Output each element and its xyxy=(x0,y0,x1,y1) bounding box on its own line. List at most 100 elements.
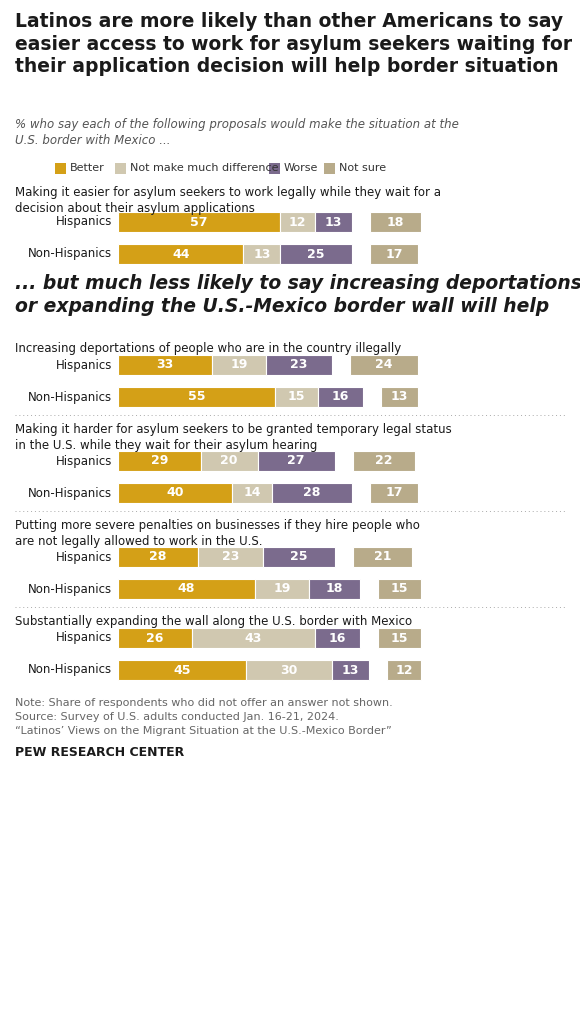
Bar xyxy=(118,628,192,648)
Text: 45: 45 xyxy=(173,664,191,677)
Text: 12: 12 xyxy=(289,215,306,228)
Text: Non-Hispanics: Non-Hispanics xyxy=(28,486,112,500)
Text: 19: 19 xyxy=(230,358,248,372)
Text: 43: 43 xyxy=(245,632,262,644)
Text: Making it easier for asylum seekers to work legally while they wait for a
decisi: Making it easier for asylum seekers to w… xyxy=(15,186,441,215)
Bar xyxy=(118,355,212,375)
Text: 15: 15 xyxy=(391,632,408,644)
Text: 13: 13 xyxy=(253,248,271,260)
Text: 30: 30 xyxy=(280,664,298,677)
Bar xyxy=(315,212,351,232)
Bar xyxy=(201,451,258,471)
Bar xyxy=(269,163,280,173)
Text: 27: 27 xyxy=(287,455,305,468)
Bar xyxy=(281,212,315,232)
Bar xyxy=(332,660,369,680)
Text: 18: 18 xyxy=(387,215,404,228)
Text: 25: 25 xyxy=(290,551,308,563)
Bar xyxy=(118,212,281,232)
Text: 33: 33 xyxy=(157,358,173,372)
Bar xyxy=(244,244,281,264)
Text: Note: Share of respondents who did not offer an answer not shown.: Note: Share of respondents who did not o… xyxy=(15,698,393,708)
Text: Non-Hispanics: Non-Hispanics xyxy=(28,248,112,260)
Text: 23: 23 xyxy=(290,358,307,372)
Text: 16: 16 xyxy=(329,632,346,644)
Text: Not sure: Not sure xyxy=(339,163,386,173)
Text: % who say each of the following proposals would make the situation at the
U.S. b: % who say each of the following proposal… xyxy=(15,118,459,147)
Bar xyxy=(118,547,198,567)
Text: Putting more severe penalties on businesses if they hire people who
are not lega: Putting more severe penalties on busines… xyxy=(15,519,420,548)
Text: 20: 20 xyxy=(220,455,238,468)
Bar xyxy=(118,660,246,680)
Text: ... but much less likely to say increasing deportations
or expanding the U.S.-Me: ... but much less likely to say increasi… xyxy=(15,274,580,315)
Text: 13: 13 xyxy=(324,215,342,228)
Text: Hispanics: Hispanics xyxy=(56,215,112,228)
Bar xyxy=(118,483,232,503)
Text: Non-Hispanics: Non-Hispanics xyxy=(28,664,112,677)
Bar xyxy=(369,244,418,264)
Text: Making it harder for asylum seekers to be granted temporary legal status
in the : Making it harder for asylum seekers to b… xyxy=(15,423,452,452)
Text: Better: Better xyxy=(70,163,105,173)
Text: 55: 55 xyxy=(187,390,205,403)
Text: 13: 13 xyxy=(391,390,408,403)
Text: 12: 12 xyxy=(395,664,412,677)
Text: Increasing deportations of people who are in the country illegally: Increasing deportations of people who ar… xyxy=(15,342,401,355)
Text: Worse: Worse xyxy=(284,163,318,173)
Bar xyxy=(263,547,335,567)
Text: 15: 15 xyxy=(391,583,408,596)
Text: 29: 29 xyxy=(151,455,168,468)
Bar xyxy=(198,547,263,567)
Bar xyxy=(378,579,421,599)
Bar xyxy=(275,387,317,407)
Text: 13: 13 xyxy=(342,664,359,677)
Text: PEW RESEARCH CENTER: PEW RESEARCH CENTER xyxy=(15,746,184,759)
Bar xyxy=(272,483,351,503)
Bar xyxy=(258,451,335,471)
Bar xyxy=(315,628,360,648)
Bar xyxy=(192,628,315,648)
Bar xyxy=(281,244,351,264)
Text: 28: 28 xyxy=(303,486,321,500)
Text: 18: 18 xyxy=(326,583,343,596)
Bar xyxy=(232,483,272,503)
Bar xyxy=(309,579,360,599)
Bar xyxy=(350,355,418,375)
Bar xyxy=(55,163,66,173)
Text: 17: 17 xyxy=(385,486,403,500)
Bar xyxy=(246,660,332,680)
Text: Substantially expanding the wall along the U.S. border with Mexico: Substantially expanding the wall along t… xyxy=(15,615,412,628)
Bar xyxy=(369,212,421,232)
Text: Hispanics: Hispanics xyxy=(56,632,112,644)
Bar xyxy=(353,451,415,471)
Text: 28: 28 xyxy=(149,551,166,563)
Text: Source: Survey of U.S. adults conducted Jan. 16-21, 2024.: Source: Survey of U.S. adults conducted … xyxy=(15,712,339,722)
Bar xyxy=(255,579,309,599)
Bar xyxy=(266,355,332,375)
Bar xyxy=(118,451,201,471)
Text: 23: 23 xyxy=(222,551,240,563)
Text: 25: 25 xyxy=(307,248,325,260)
Text: 17: 17 xyxy=(385,248,403,260)
Text: Non-Hispanics: Non-Hispanics xyxy=(28,583,112,596)
Bar xyxy=(118,244,244,264)
Text: Hispanics: Hispanics xyxy=(56,551,112,563)
Text: 40: 40 xyxy=(166,486,184,500)
Text: 48: 48 xyxy=(177,583,195,596)
Bar xyxy=(212,355,266,375)
Text: 44: 44 xyxy=(172,248,190,260)
Bar xyxy=(353,547,412,567)
Bar xyxy=(118,387,275,407)
Bar xyxy=(369,483,418,503)
Text: 16: 16 xyxy=(332,390,349,403)
Text: 15: 15 xyxy=(287,390,305,403)
Bar xyxy=(378,628,421,648)
Bar xyxy=(115,163,126,173)
Text: Non-Hispanics: Non-Hispanics xyxy=(28,390,112,403)
Text: 57: 57 xyxy=(190,215,208,228)
Text: 26: 26 xyxy=(146,632,164,644)
Text: 14: 14 xyxy=(243,486,260,500)
Text: 24: 24 xyxy=(375,358,393,372)
Bar xyxy=(317,387,363,407)
Text: 22: 22 xyxy=(375,455,393,468)
Bar xyxy=(387,660,421,680)
